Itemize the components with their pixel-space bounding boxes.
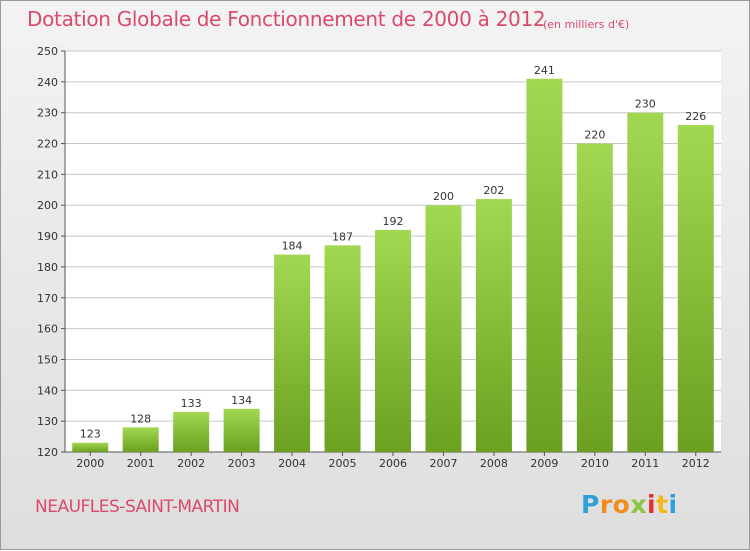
data-label: 220	[584, 129, 605, 142]
y-tick-label: 160	[37, 323, 58, 336]
bar	[72, 442, 109, 452]
bar	[475, 199, 512, 452]
chart-subtitle: (en milliers d'€)	[543, 18, 630, 31]
y-tick-label: 130	[37, 415, 58, 428]
proxiti-logo[interactable]: Proxiti	[581, 490, 678, 519]
data-label: 202	[483, 184, 504, 197]
data-label: 226	[685, 110, 706, 123]
x-tick-label: 2010	[581, 457, 609, 470]
commune-name: NEAUFLES-SAINT-MARTIN	[35, 497, 240, 517]
logo-letter: P	[581, 490, 600, 519]
bar	[324, 245, 361, 452]
x-tick-label: 2012	[682, 457, 710, 470]
y-tick-label: 190	[37, 230, 58, 243]
y-tick-label: 120	[37, 446, 58, 459]
bar	[122, 427, 159, 452]
y-tick-label: 220	[37, 138, 58, 151]
x-tick-label: 2011	[631, 457, 659, 470]
logo-letter: r	[599, 490, 613, 519]
x-tick-label: 2007	[429, 457, 457, 470]
y-tick-label: 140	[37, 384, 58, 397]
data-label: 200	[433, 190, 454, 203]
data-label: 134	[231, 394, 252, 407]
x-tick-label: 2006	[379, 457, 407, 470]
data-label: 187	[332, 230, 353, 243]
y-tick-label: 210	[37, 168, 58, 181]
data-label: 241	[534, 64, 555, 77]
y-tick-label: 170	[37, 292, 58, 305]
x-tick-label: 2001	[127, 457, 155, 470]
data-label: 192	[383, 215, 404, 228]
bar	[627, 112, 664, 452]
y-tick-label: 230	[37, 107, 58, 120]
bar	[576, 143, 613, 453]
data-label: 123	[80, 428, 101, 441]
chart-title: Dotation Globale de Fonctionnement de 20…	[27, 7, 546, 31]
logo-letter: i	[668, 490, 678, 519]
x-tick-label: 2004	[278, 457, 306, 470]
logo-letter: x	[630, 490, 647, 519]
logo-letter: i	[647, 490, 657, 519]
bar	[677, 125, 714, 453]
x-tick-label: 2005	[329, 457, 357, 470]
bar	[173, 411, 210, 452]
y-tick-label: 250	[37, 45, 58, 58]
bar	[526, 78, 563, 452]
bar	[375, 229, 411, 452]
labels: 2000 123 2001 128 2002 133 2003 134 2004 184 2005 1…	[76, 64, 710, 470]
x-tick-label: 2008	[480, 457, 508, 470]
y-tick-label: 180	[37, 261, 58, 274]
bars	[72, 78, 714, 453]
y-tick-label: 200	[37, 199, 58, 212]
data-label: 133	[181, 397, 202, 410]
x-tick-label: 2009	[530, 457, 558, 470]
y-tick-label: 240	[37, 76, 58, 89]
y-tick-label: 150	[37, 353, 58, 366]
bar	[223, 408, 260, 452]
logo-letter: t	[656, 490, 669, 519]
data-label: 230	[635, 98, 656, 111]
bar	[274, 254, 311, 452]
data-label: 128	[130, 412, 151, 425]
logo-letter: o	[612, 490, 631, 519]
x-tick-label: 2003	[228, 457, 256, 470]
x-tick-label: 2000	[76, 457, 104, 470]
data-label: 184	[282, 240, 303, 253]
bar	[425, 205, 462, 452]
x-tick-label: 2002	[177, 457, 205, 470]
